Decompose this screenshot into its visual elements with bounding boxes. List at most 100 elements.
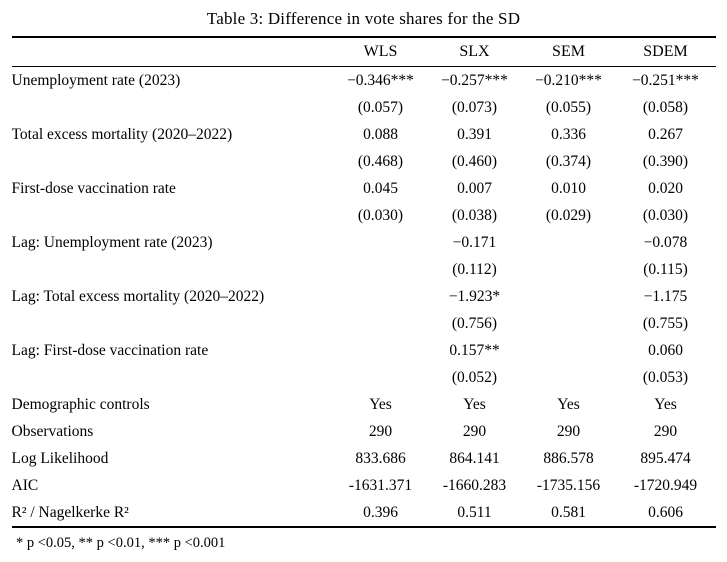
coef-cell: 0.045 xyxy=(363,179,398,197)
se-cell: (0.468) xyxy=(357,152,404,170)
coef-row: Lag: Unemployment rate (2023) −0.171 −0.… xyxy=(12,229,716,256)
significance-footnote: * p <0.05, ** p <0.01, *** p <0.001 xyxy=(16,535,226,551)
row-label-empty xyxy=(12,202,334,229)
se-cell: (0.115) xyxy=(643,260,688,278)
summary-label: Observations xyxy=(11,422,94,440)
summary-cell: 290 xyxy=(368,422,393,440)
se-row: (0.052) (0.053) xyxy=(12,364,716,391)
se-cell xyxy=(334,364,428,391)
summary-cell: 0.396 xyxy=(363,503,398,521)
summary-row: Log Likelihood 833.686 864.141 886.578 8… xyxy=(12,445,716,472)
coef-row: Total excess mortality (2020–2022) 0.088… xyxy=(12,121,716,148)
coef-cell: −1.175 xyxy=(643,287,688,305)
coef-row: First-dose vaccination rate 0.045 0.007 … xyxy=(12,175,716,202)
row-label-empty xyxy=(12,94,334,121)
coef-cell: 0.060 xyxy=(648,341,683,359)
regression-table: WLS SLX SEM SDEM Unemployment rate (2023… xyxy=(11,36,716,528)
row-label: Unemployment rate (2023) xyxy=(11,71,181,89)
se-row: (0.057) (0.073) (0.055) (0.058) xyxy=(12,94,716,121)
coef-cell: 0.391 xyxy=(457,125,492,143)
summary-cell: 290 xyxy=(653,422,678,440)
row-label: Lag: Unemployment rate (2023) xyxy=(11,233,213,251)
coef-cell: 0.157** xyxy=(449,341,500,359)
summary-cell: 864.141 xyxy=(449,449,500,467)
column-header-sdem: SDEM xyxy=(615,37,716,67)
row-label: First-dose vaccination rate xyxy=(11,179,176,197)
se-cell xyxy=(334,256,428,283)
coef-cell xyxy=(522,229,616,256)
se-cell xyxy=(522,364,616,391)
se-cell: (0.029) xyxy=(545,206,592,224)
coef-cell: −0.251*** xyxy=(632,71,699,89)
row-label-empty xyxy=(12,256,334,283)
row-label-empty xyxy=(12,364,334,391)
summary-cell: 0.511 xyxy=(457,503,492,521)
coef-cell xyxy=(522,283,616,310)
row-label-empty xyxy=(12,148,334,175)
summary-label: Log Likelihood xyxy=(11,449,109,467)
row-label: Lag: First-dose vaccination rate xyxy=(11,341,209,359)
row-label-empty xyxy=(12,310,334,337)
se-cell xyxy=(334,310,428,337)
se-cell: (0.073) xyxy=(451,98,498,116)
se-cell xyxy=(522,310,616,337)
column-header-slx: SLX xyxy=(427,37,522,67)
se-cell: (0.055) xyxy=(545,98,592,116)
se-cell xyxy=(522,256,616,283)
coef-row: Lag: Total excess mortality (2020–2022) … xyxy=(12,283,716,310)
coef-cell: −1.923* xyxy=(448,287,501,305)
summary-row: Demographic controls Yes Yes Yes Yes xyxy=(12,391,716,418)
se-cell: (0.390) xyxy=(642,152,689,170)
summary-label: AIC xyxy=(11,476,39,494)
header-empty xyxy=(11,37,334,67)
summary-row: Observations 290 290 290 290 xyxy=(12,418,716,445)
summary-cell: -1720.949 xyxy=(633,476,698,494)
summary-cell: Yes xyxy=(463,395,486,413)
se-cell: (0.374) xyxy=(545,152,592,170)
summary-cell: 0.606 xyxy=(648,503,683,521)
column-header-wls: WLS xyxy=(333,37,428,67)
se-cell: (0.052) xyxy=(451,368,498,386)
coef-cell: 0.010 xyxy=(551,179,586,197)
summary-cell: 895.474 xyxy=(640,449,691,467)
summary-row: AIC -1631.371 -1660.283 -1735.156 -1720.… xyxy=(12,472,716,499)
summary-label: R² / Nagelkerke R² xyxy=(11,503,129,521)
summary-row: R² / Nagelkerke R² 0.396 0.511 0.581 0.6… xyxy=(12,499,716,527)
coef-cell xyxy=(522,337,616,364)
summary-cell: Yes xyxy=(557,395,580,413)
coef-cell xyxy=(334,337,428,364)
column-header-sem: SEM xyxy=(521,37,616,67)
coef-cell: 0.267 xyxy=(648,125,683,143)
se-cell: (0.756) xyxy=(451,314,498,332)
coef-cell: 0.088 xyxy=(363,125,398,143)
table-title: Table 3: Difference in vote shares for t… xyxy=(206,9,521,28)
summary-cell: 290 xyxy=(556,422,581,440)
summary-cell: 0.581 xyxy=(551,503,586,521)
coef-row: Lag: First-dose vaccination rate 0.157**… xyxy=(12,337,716,364)
se-cell: (0.057) xyxy=(357,98,404,116)
summary-cell: 290 xyxy=(462,422,487,440)
coef-cell: −0.078 xyxy=(643,233,688,251)
se-row: (0.756) (0.755) xyxy=(12,310,716,337)
se-row: (0.112) (0.115) xyxy=(12,256,716,283)
row-label: Total excess mortality (2020–2022) xyxy=(11,125,233,143)
coef-cell xyxy=(334,229,428,256)
se-cell: (0.053) xyxy=(642,368,689,386)
se-row: (0.030) (0.038) (0.029) (0.030) xyxy=(12,202,716,229)
coef-cell: −0.171 xyxy=(452,233,497,251)
coef-cell: −0.210*** xyxy=(535,71,602,89)
summary-cell: -1631.371 xyxy=(348,476,413,494)
summary-label: Demographic controls xyxy=(11,395,150,413)
se-cell: (0.755) xyxy=(642,314,689,332)
coef-cell: −0.346*** xyxy=(347,71,414,89)
header-row: WLS SLX SEM SDEM xyxy=(11,37,716,67)
se-cell: (0.038) xyxy=(451,206,498,224)
row-label: Lag: Total excess mortality (2020–2022) xyxy=(11,287,265,305)
se-cell: (0.460) xyxy=(451,152,498,170)
coef-cell: 0.020 xyxy=(648,179,683,197)
summary-cell: -1660.283 xyxy=(442,476,507,494)
coef-cell xyxy=(334,283,428,310)
se-cell: (0.058) xyxy=(642,98,689,116)
coef-cell: −0.257*** xyxy=(441,71,508,89)
